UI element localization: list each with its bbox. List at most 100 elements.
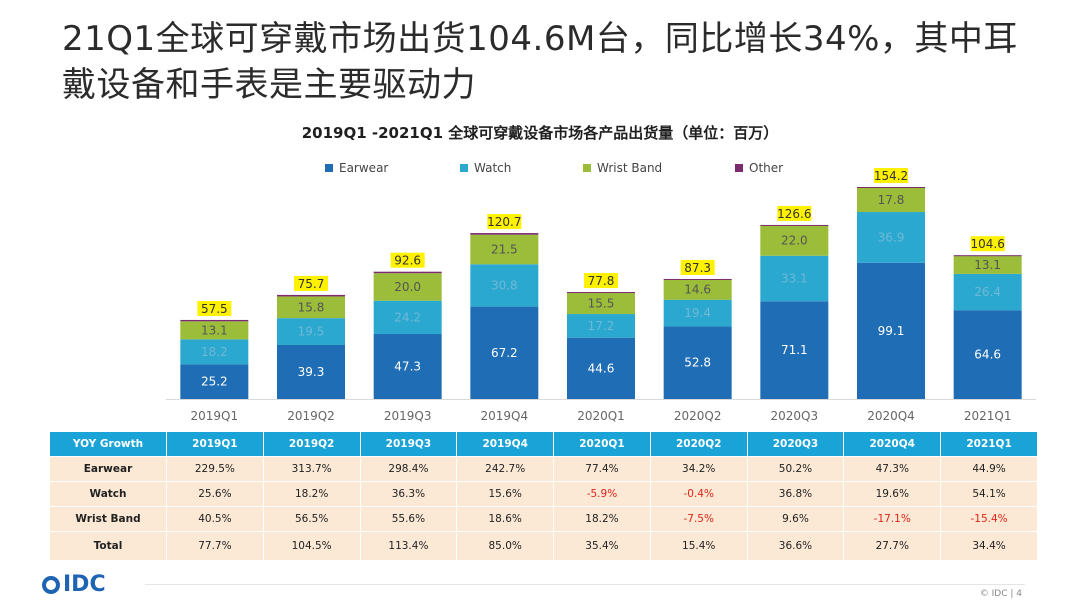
yoy-cell: 15.4%: [650, 531, 748, 560]
segment-value-label: 15.8: [298, 300, 325, 314]
page-headline: 21Q1全球可穿戴市场出货104.6M台，同比增长34%，其中耳戴设备和手表是主…: [62, 19, 1018, 105]
x-tick-label: 2020Q2: [674, 409, 722, 423]
legend-item-watch: Watch: [460, 161, 511, 175]
bar-segment-wrist-band: [663, 279, 732, 300]
bar-segment-other: [567, 292, 635, 294]
yoy-cell: 34.4%: [940, 531, 1038, 560]
yoy-row-label: Watch: [50, 481, 167, 507]
yoy-cell: -15.4%: [940, 506, 1038, 532]
bar-segment-watch: [277, 318, 345, 345]
yoy-cell: 27.7%: [843, 531, 942, 560]
yoy-col-header: 2019Q3: [360, 432, 458, 457]
legend-label-watch: Watch: [474, 161, 512, 175]
yoy-row-earwear: Earwear 229.5% 313.7% 298.4% 242.7% 77.4% 34.2…: [50, 456, 1038, 482]
segment-value-label: 25.2: [201, 375, 228, 389]
bar-segment-earwear: [277, 344, 345, 399]
segment-value-label: 67.2: [491, 346, 518, 360]
yoy-cell: 229.5%: [166, 456, 264, 482]
yoy-cell: 313.7%: [263, 456, 361, 482]
x-tick-label: 2021Q1: [964, 409, 1012, 423]
yoy-col-header: 2019Q1: [166, 432, 264, 457]
bar-segment-earwear: [470, 306, 539, 399]
bar-segment-other: [470, 233, 539, 235]
yoy-cell: 104.5%: [263, 531, 361, 560]
bar-segment-watch: [470, 264, 539, 307]
footer-copyright: © IDC |: [979, 589, 1014, 599]
bar-segment-wrist-band: [953, 255, 1022, 274]
total-highlight: [777, 205, 812, 221]
yoy-cell: 55.6%: [360, 506, 458, 532]
legend-label-other: Other: [749, 161, 784, 175]
total-value-label: 92.6: [394, 254, 421, 268]
bar-segment-earwear: [953, 310, 1022, 399]
total-highlight: [197, 300, 232, 316]
total-value-label: 154.2: [874, 169, 908, 183]
yoy-growth-table: YOY Growth 2019Q1 2019Q2 2019Q3 2019Q4 2…: [50, 432, 1038, 560]
yoy-cell: 35.4%: [553, 531, 651, 560]
yoy-cell: 40.5%: [166, 506, 264, 532]
total-value-label: 104.6: [970, 237, 1004, 251]
yoy-cell: 50.2%: [747, 456, 845, 482]
total-value-label: 75.7: [298, 277, 325, 291]
bar-segment-wrist-band: [180, 321, 249, 340]
bar-segment-other: [760, 224, 829, 226]
yoy-cell: 9.6%: [747, 506, 845, 532]
yoy-row-label: Total: [50, 531, 167, 560]
bar-segment-earwear: [567, 337, 635, 399]
legend-item-wrist-band: Wrist Band: [583, 161, 662, 175]
segment-value-label: 19.4: [684, 306, 711, 320]
bar-segment-earwear: [180, 364, 249, 399]
x-tick-label: 2020Q3: [771, 409, 819, 423]
yoy-table-body: Earwear 229.5% 313.7% 298.4% 242.7% 77.4% 34.2…: [50, 456, 1038, 560]
chart-title: 2019Q1 -2021Q1 全球可穿戴设备市场各产品出货量（单位：百万）: [301, 124, 779, 142]
legend-swatch-watch: [460, 164, 468, 172]
x-tick-label: 2019Q1: [191, 409, 239, 423]
total-highlight: [874, 168, 908, 183]
yoy-cell: 77.4%: [553, 456, 651, 482]
bar-segment-earwear: [373, 333, 442, 399]
bar-segment-other: [857, 187, 925, 188]
segment-value-label: 20.0: [394, 280, 421, 294]
yoy-row-watch: Watch 25.6% 18.2% 36.3% 15.6% -5.9% -0.4% 36.8%…: [50, 481, 1038, 507]
x-tick-label: 2019Q4: [481, 409, 529, 423]
bar-segment-wrist-band: [760, 225, 829, 256]
yoy-row-label: Earwear: [50, 456, 167, 482]
yoy-col-header: 2020Q1: [553, 432, 651, 457]
footer: © IDC | 4: [980, 589, 1022, 599]
yoy-col-header: 2019Q2: [263, 432, 361, 457]
yoy-col-header: 2021Q1: [940, 432, 1038, 457]
segment-value-label: 13.1: [974, 258, 1001, 272]
yoy-cell: 44.9%: [940, 456, 1038, 482]
yoy-cell: -7.5%: [650, 506, 748, 532]
bar-segment-earwear: [760, 301, 829, 399]
yoy-row-total: Total 77.7% 104.5% 113.4% 85.0% 35.4% 15.4% 36.…: [50, 531, 1038, 560]
bar-segment-wrist-band: [470, 234, 539, 265]
legend-item-other: Other: [735, 161, 783, 175]
idc-logo-text: IDC: [63, 572, 106, 597]
bar-segment-other: [953, 255, 1022, 257]
footer-divider: [145, 584, 1025, 585]
yoy-cell: -5.9%: [553, 481, 651, 507]
bar-segment-other: [180, 319, 249, 322]
yoy-row-wrist-band: Wrist Band 40.5% 56.5% 55.6% 18.6% 18.2% -7.5%…: [50, 506, 1038, 532]
x-tick-label: 2019Q3: [384, 409, 432, 423]
yoy-cell: 242.7%: [456, 456, 555, 482]
total-highlight: [294, 275, 328, 291]
x-tick-label: 2020Q4: [867, 409, 915, 423]
yoy-cell: 77.7%: [166, 531, 264, 560]
yoy-col-header: 2019Q4: [456, 432, 555, 457]
yoy-cell: 18.2%: [263, 481, 361, 507]
yoy-cell: 18.6%: [456, 506, 555, 532]
yoy-header-label: YOY Growth: [50, 432, 167, 457]
segment-value-label: 26.4: [974, 285, 1001, 299]
chart-legend: Earwear Watch Wrist Band Other: [0, 161, 1080, 177]
yoy-cell: 18.2%: [553, 506, 651, 532]
bar-segment-watch: [567, 314, 635, 338]
legend-swatch-other: [735, 164, 743, 172]
yoy-cell: 54.1%: [940, 481, 1038, 507]
legend-swatch-wrist-band: [583, 164, 591, 172]
bar-segment-watch: [857, 212, 925, 263]
yoy-cell: 36.6%: [747, 531, 845, 560]
segment-value-label: 24.2: [394, 310, 421, 324]
yoy-cell: -0.4%: [650, 481, 748, 507]
